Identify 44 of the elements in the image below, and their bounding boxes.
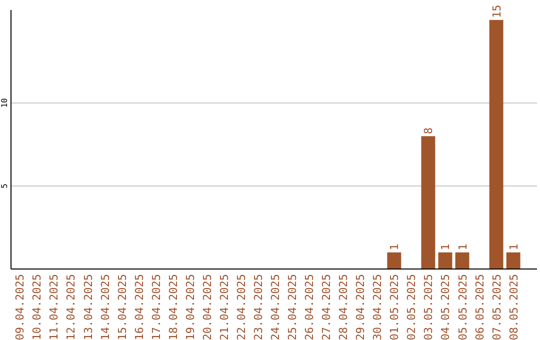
x-tick-label: 25.04.2025 bbox=[286, 274, 300, 340]
bar bbox=[506, 252, 520, 269]
y-tick-label: 10 bbox=[0, 98, 9, 108]
x-tick-label: 10.04.2025 bbox=[30, 274, 44, 340]
x-tick-label: 19.04.2025 bbox=[184, 274, 197, 340]
x-tick-label: 01.05.2025 bbox=[388, 274, 402, 340]
x-tick-label: 20.04.2025 bbox=[200, 274, 214, 340]
x-tick-label: 12.04.2025 bbox=[64, 274, 78, 340]
x-tick-label: 17.04.2025 bbox=[150, 274, 163, 340]
x-tick-label: 27.04.2025 bbox=[320, 274, 334, 340]
x-tick-label: 02.05.2025 bbox=[405, 274, 418, 340]
data-label: 1 bbox=[439, 244, 452, 250]
data-label: 1 bbox=[456, 244, 470, 250]
x-tick-label: 04.05.2025 bbox=[439, 274, 452, 340]
x-tick-label: 07.05.2025 bbox=[490, 274, 504, 340]
bar bbox=[455, 252, 470, 269]
x-tick-label: 23.04.2025 bbox=[252, 274, 265, 340]
data-label: 15 bbox=[490, 4, 504, 18]
data-label: 1 bbox=[507, 244, 520, 250]
bar bbox=[438, 252, 452, 269]
x-tick-label: 21.04.2025 bbox=[218, 274, 231, 340]
x-tick-label: 18.04.2025 bbox=[166, 274, 180, 340]
x-tick-label: 11.04.2025 bbox=[48, 274, 61, 340]
x-tick-label: 16.04.2025 bbox=[132, 274, 146, 340]
bar bbox=[489, 20, 504, 269]
data-label: 8 bbox=[422, 128, 436, 134]
bar bbox=[387, 252, 402, 269]
x-tick-label: 30.04.2025 bbox=[371, 274, 384, 340]
x-tick-label: 09.04.2025 bbox=[14, 274, 27, 340]
x-tick-label: 14.04.2025 bbox=[98, 274, 112, 340]
x-tick-label: 15.04.2025 bbox=[116, 274, 129, 340]
x-tick-label: 08.05.2025 bbox=[507, 274, 520, 340]
x-tick-label: 26.04.2025 bbox=[303, 274, 316, 340]
x-tick-label: 13.04.2025 bbox=[82, 274, 95, 340]
x-tick-label: 06.05.2025 bbox=[473, 274, 486, 340]
data-label: 1 bbox=[388, 244, 402, 250]
x-tick-label: 29.04.2025 bbox=[354, 274, 368, 340]
x-tick-label: 05.05.2025 bbox=[456, 274, 470, 340]
x-tick-label: 28.04.2025 bbox=[337, 274, 350, 340]
x-tick-label: 03.05.2025 bbox=[422, 274, 436, 340]
x-tick-label: 22.04.2025 bbox=[234, 274, 248, 340]
bar bbox=[421, 136, 436, 269]
x-tick-label: 24.04.2025 bbox=[269, 274, 282, 340]
y-tick-label: 5 bbox=[0, 183, 9, 188]
